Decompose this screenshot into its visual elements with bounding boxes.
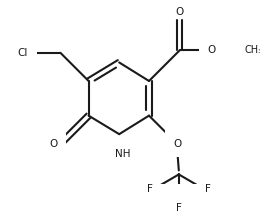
Text: Cl: Cl	[18, 48, 28, 58]
Text: O: O	[208, 45, 216, 55]
Text: O: O	[50, 139, 58, 149]
Text: F: F	[176, 203, 182, 213]
Text: F: F	[147, 184, 153, 194]
Text: NH: NH	[115, 149, 131, 159]
Text: O: O	[176, 7, 184, 17]
Text: O: O	[173, 139, 181, 149]
Text: CH₃: CH₃	[244, 45, 260, 55]
Text: F: F	[205, 184, 210, 194]
